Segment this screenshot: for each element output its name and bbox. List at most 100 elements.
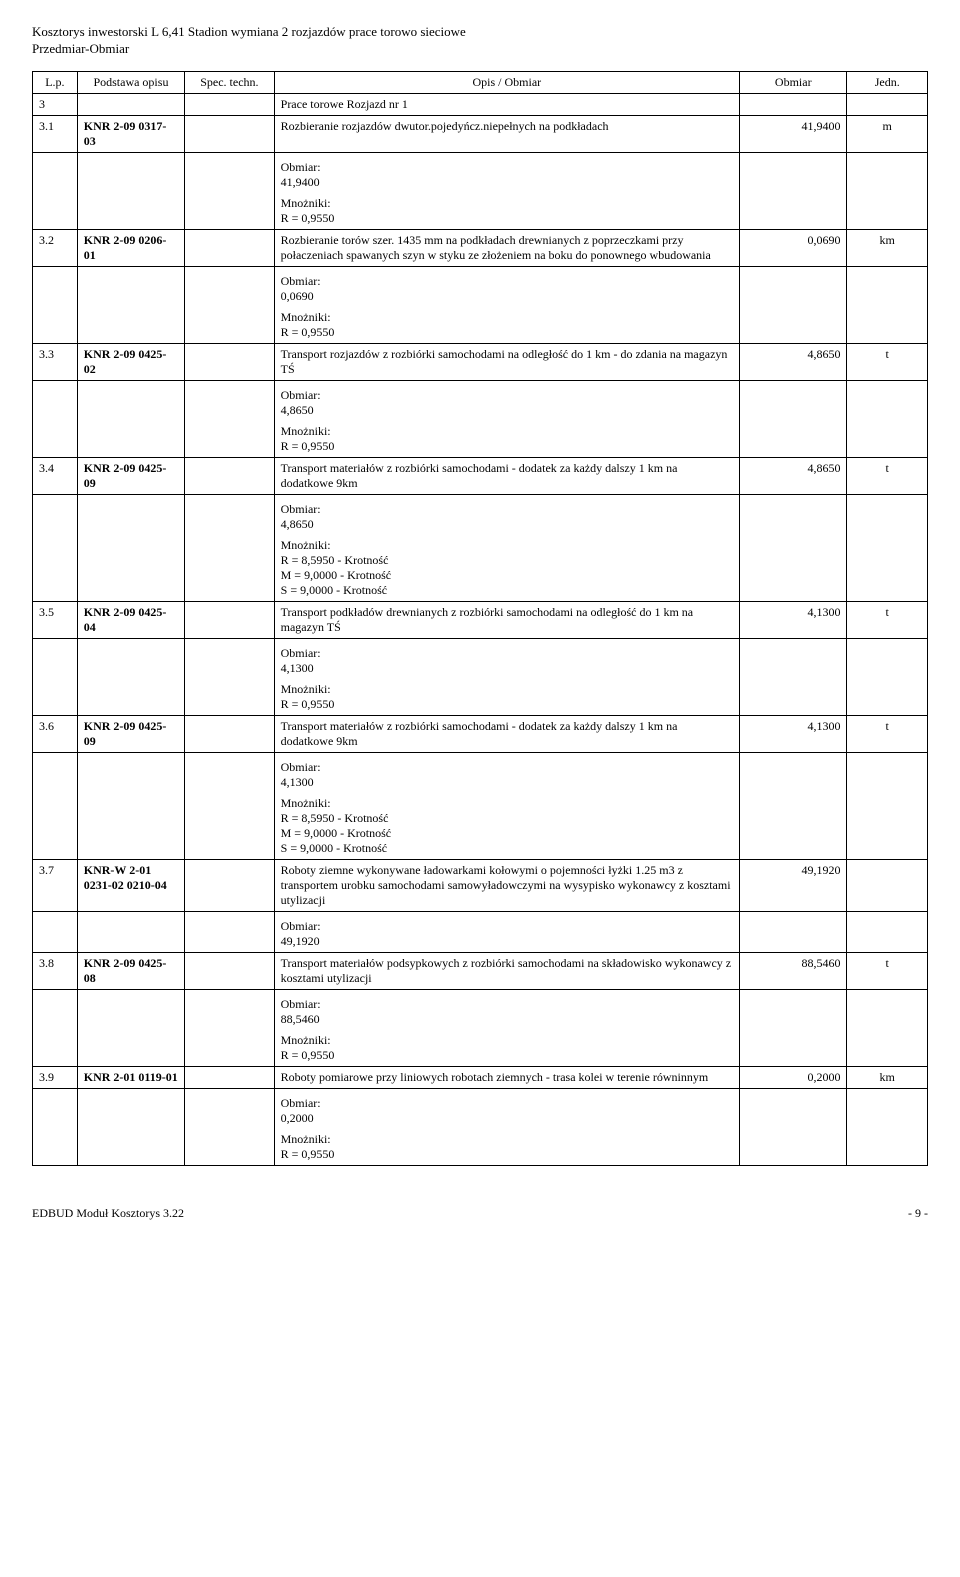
cell-lp: 3.3 [33,343,78,380]
cell-obmiar: 4,8650 [740,457,847,494]
cell-spec [185,859,275,911]
cell-jedn: km [847,1066,928,1088]
cell-podstawa: KNR 2-09 0317-03 [77,115,184,152]
cell-opis-detail: Obmiar:41,9400Mnożniki:R = 0,9550 [274,152,739,229]
cell-spec [185,1066,275,1088]
cell-opis: Roboty ziemne wykonywane ładowarkami koł… [274,859,739,911]
doc-subtitle: Przedmiar-Obmiar [32,41,928,57]
obmiar-label: Obmiar: [281,919,733,934]
section-empty [185,93,275,115]
section-title: Prace torowe Rozjazd nr 1 [274,93,739,115]
cell-lp: 3.9 [33,1066,78,1088]
cell-empty [185,911,275,952]
cell-spec [185,715,275,752]
cell-empty [847,152,928,229]
cell-empty [740,752,847,859]
mnoznik-line: M = 9,0000 - Krotność [281,568,733,583]
cell-podstawa: KNR 2-09 0425-09 [77,457,184,494]
cell-lp: 3.8 [33,952,78,989]
cell-opis-detail: Obmiar:0,0690Mnożniki:R = 0,9550 [274,266,739,343]
cell-empty [185,989,275,1066]
cell-jedn: km [847,229,928,266]
cell-obmiar: 4,1300 [740,715,847,752]
cell-empty [33,380,78,457]
cell-empty [740,266,847,343]
obmiar-label: Obmiar: [281,160,733,175]
cell-empty [740,380,847,457]
cell-empty [33,638,78,715]
cell-jedn [847,859,928,911]
mnoznik-line: R = 0,9550 [281,1048,733,1063]
cell-lp: 3.4 [33,457,78,494]
cell-empty [77,494,184,601]
table-row: 3.3KNR 2-09 0425-02Transport rozjazdów z… [33,343,928,380]
col-podstawa: Podstawa opisu [77,71,184,93]
footer-left: EDBUD Moduł Kosztorys 3.22 [32,1206,184,1221]
cell-opis-detail: Obmiar:0,2000Mnożniki:R = 0,9550 [274,1088,739,1165]
cell-lp: 3.7 [33,859,78,911]
obmiar-label: Obmiar: [281,997,733,1012]
obmiar-value: 0,0690 [281,289,733,304]
cell-obmiar: 4,8650 [740,343,847,380]
cell-opis-detail: Obmiar:49,1920 [274,911,739,952]
cell-empty [740,152,847,229]
cell-lp: 3.2 [33,229,78,266]
cell-obmiar: 41,9400 [740,115,847,152]
obmiar-value: 4,1300 [281,661,733,676]
table-row: 3.1KNR 2-09 0317-03 Rozbieranie rozjazdów… [33,115,928,152]
mnoznik-line: S = 9,0000 - Krotność [281,841,733,856]
cell-spec [185,952,275,989]
table-row: 3.2KNR 2-09 0206-01Rozbieranie torów sze… [33,229,928,266]
cell-obmiar: 4,1300 [740,601,847,638]
cell-opis: Transport rozjazdów z rozbiórki samochod… [274,343,739,380]
cost-table: L.p. Podstawa opisu Spec. techn. Opis / … [32,71,928,1166]
table-row-detail: Obmiar:4,1300Mnożniki:R = 8,5950 - Krotn… [33,752,928,859]
table-row-detail: Obmiar:41,9400Mnożniki:R = 0,9550 [33,152,928,229]
cell-opis-detail: Obmiar:4,8650Mnożniki:R = 8,5950 - Krotn… [274,494,739,601]
doc-title: Kosztorys inwestorski L 6,41 Stadion wym… [32,24,928,41]
cell-empty [740,911,847,952]
mnoznik-line: R = 0,9550 [281,439,733,454]
cell-obmiar: 49,1920 [740,859,847,911]
table-row-detail: Obmiar:4,8650Mnożniki:R = 8,5950 - Krotn… [33,494,928,601]
cell-opis: Roboty pomiarowe przy liniowych robotach… [274,1066,739,1088]
cell-podstawa: KNR 2-09 0425-09 [77,715,184,752]
mnoznik-line: M = 9,0000 - Krotność [281,826,733,841]
cell-empty [847,1088,928,1165]
cell-lp: 3.1 [33,115,78,152]
cell-empty [33,911,78,952]
cell-empty [740,638,847,715]
table-row-detail: Obmiar:49,1920 [33,911,928,952]
cell-empty [185,152,275,229]
col-jedn: Jedn. [847,71,928,93]
cell-obmiar: 0,0690 [740,229,847,266]
cell-empty [185,752,275,859]
cell-podstawa: KNR 2-01 0119-01 [77,1066,184,1088]
table-row-detail: Obmiar:0,0690Mnożniki:R = 0,9550 [33,266,928,343]
section-empty [847,93,928,115]
obmiar-value: 88,5460 [281,1012,733,1027]
table-row: 3.6KNR 2-09 0425-09 Transport materiałów … [33,715,928,752]
cell-opis: Transport podkładów drewnianych z rozbió… [274,601,739,638]
col-obmiar: Obmiar [740,71,847,93]
cell-spec [185,229,275,266]
cell-empty [77,989,184,1066]
cell-empty [740,494,847,601]
footer-right: - 9 - [908,1206,928,1221]
cell-empty [847,266,928,343]
obmiar-value: 4,8650 [281,517,733,532]
cell-empty [33,266,78,343]
cell-jedn: t [847,457,928,494]
mnozniki-label: Mnożniki: [281,796,733,811]
mnozniki-label: Mnożniki: [281,310,733,325]
cell-empty [847,494,928,601]
cell-empty [77,380,184,457]
cell-empty [847,638,928,715]
cell-opis: Rozbieranie rozjazdów dwutor.pojedyńcz.n… [274,115,739,152]
cell-podstawa: KNR 2-09 0425-08 [77,952,184,989]
cell-spec [185,115,275,152]
cell-jedn: t [847,343,928,380]
cell-opis: Transport materiałów z rozbiórki samocho… [274,715,739,752]
table-row: 3.4KNR 2-09 0425-09Transport materiałów … [33,457,928,494]
cell-lp: 3.6 [33,715,78,752]
